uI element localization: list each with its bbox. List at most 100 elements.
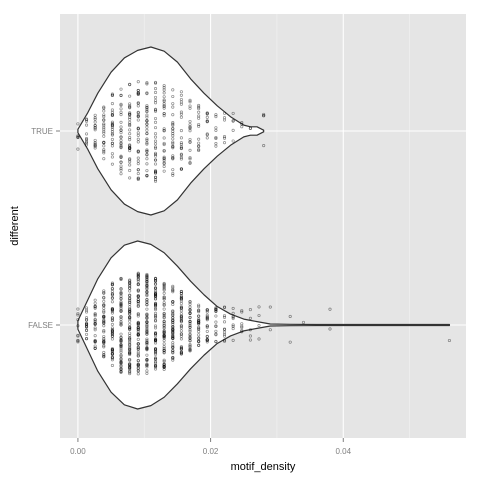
data-point [162,155,166,159]
data-point [328,327,332,331]
data-point [162,98,166,102]
data-point [145,332,149,336]
data-point [145,298,149,302]
data-point [145,363,149,367]
data-point [222,339,227,343]
data-point [136,275,140,279]
data-point [136,352,140,356]
data-point [102,340,106,344]
data-point [119,343,123,347]
data-point [240,330,244,334]
data-point [179,289,183,294]
data-point [128,157,132,161]
data-point [179,345,183,350]
data-point [153,175,158,180]
data-point [110,316,114,320]
data-point [197,339,201,343]
data-point [128,345,132,349]
data-point [76,313,80,317]
data-point [171,144,175,148]
data-point [171,358,175,362]
data-point [188,125,192,129]
data-point [197,319,201,323]
data-point [179,157,183,161]
data-point [162,348,166,352]
data-point [214,308,218,312]
data-point [197,105,201,109]
data-point [153,170,158,174]
data-point [119,339,123,343]
data-point [171,286,175,290]
data-point [145,353,149,357]
data-point [171,336,175,340]
data-point [84,337,89,341]
data-point [145,325,149,329]
data-point [93,344,97,348]
data-point [119,338,123,342]
data-point [188,316,192,320]
data-point [102,352,106,357]
data-point [136,80,140,84]
data-point [188,311,192,315]
data-point [110,348,114,352]
data-point [110,318,114,323]
data-point [119,277,123,281]
data-point [136,368,140,372]
data-point [153,171,158,175]
data-point [110,356,114,360]
data-point [171,121,175,125]
data-point [84,308,89,312]
data-point [153,135,158,139]
data-point [262,112,266,116]
data-point [222,334,227,338]
data-point [119,155,123,159]
data-point [162,362,166,366]
data-point [162,342,166,346]
data-point [136,312,140,316]
data-point [128,298,132,302]
data-point [128,113,132,117]
data-point [153,303,158,307]
data-point [222,111,227,115]
data-point [162,102,166,106]
data-point [153,116,158,121]
data-point [171,284,175,288]
data-point [197,319,201,323]
data-point [188,106,192,110]
data-point [102,319,106,323]
data-point [214,340,218,344]
data-point [93,141,97,145]
data-point [145,330,149,334]
data-point [145,341,149,345]
data-point [145,284,149,288]
data-point [145,287,149,291]
data-point [119,166,123,170]
data-point [153,292,158,296]
data-point [222,328,227,332]
data-point [188,348,192,353]
data-point [197,327,201,332]
data-point [153,351,158,355]
data-point [248,334,252,338]
data-point [102,340,106,344]
data-point [136,282,140,286]
data-point [179,100,183,104]
data-point [179,301,183,306]
data-point [136,91,140,95]
data-point [179,146,183,151]
data-point [171,137,175,141]
data-point [110,307,114,311]
data-point [145,107,149,111]
data-point [153,339,158,343]
data-point [136,277,140,281]
data-point [119,364,123,369]
data-point [197,317,201,321]
data-point [153,98,158,103]
data-point [153,318,158,322]
data-point [171,171,175,176]
data-point [128,363,132,367]
data-point [179,324,183,328]
data-point [197,103,201,107]
data-point [102,127,106,131]
data-point [136,283,140,287]
